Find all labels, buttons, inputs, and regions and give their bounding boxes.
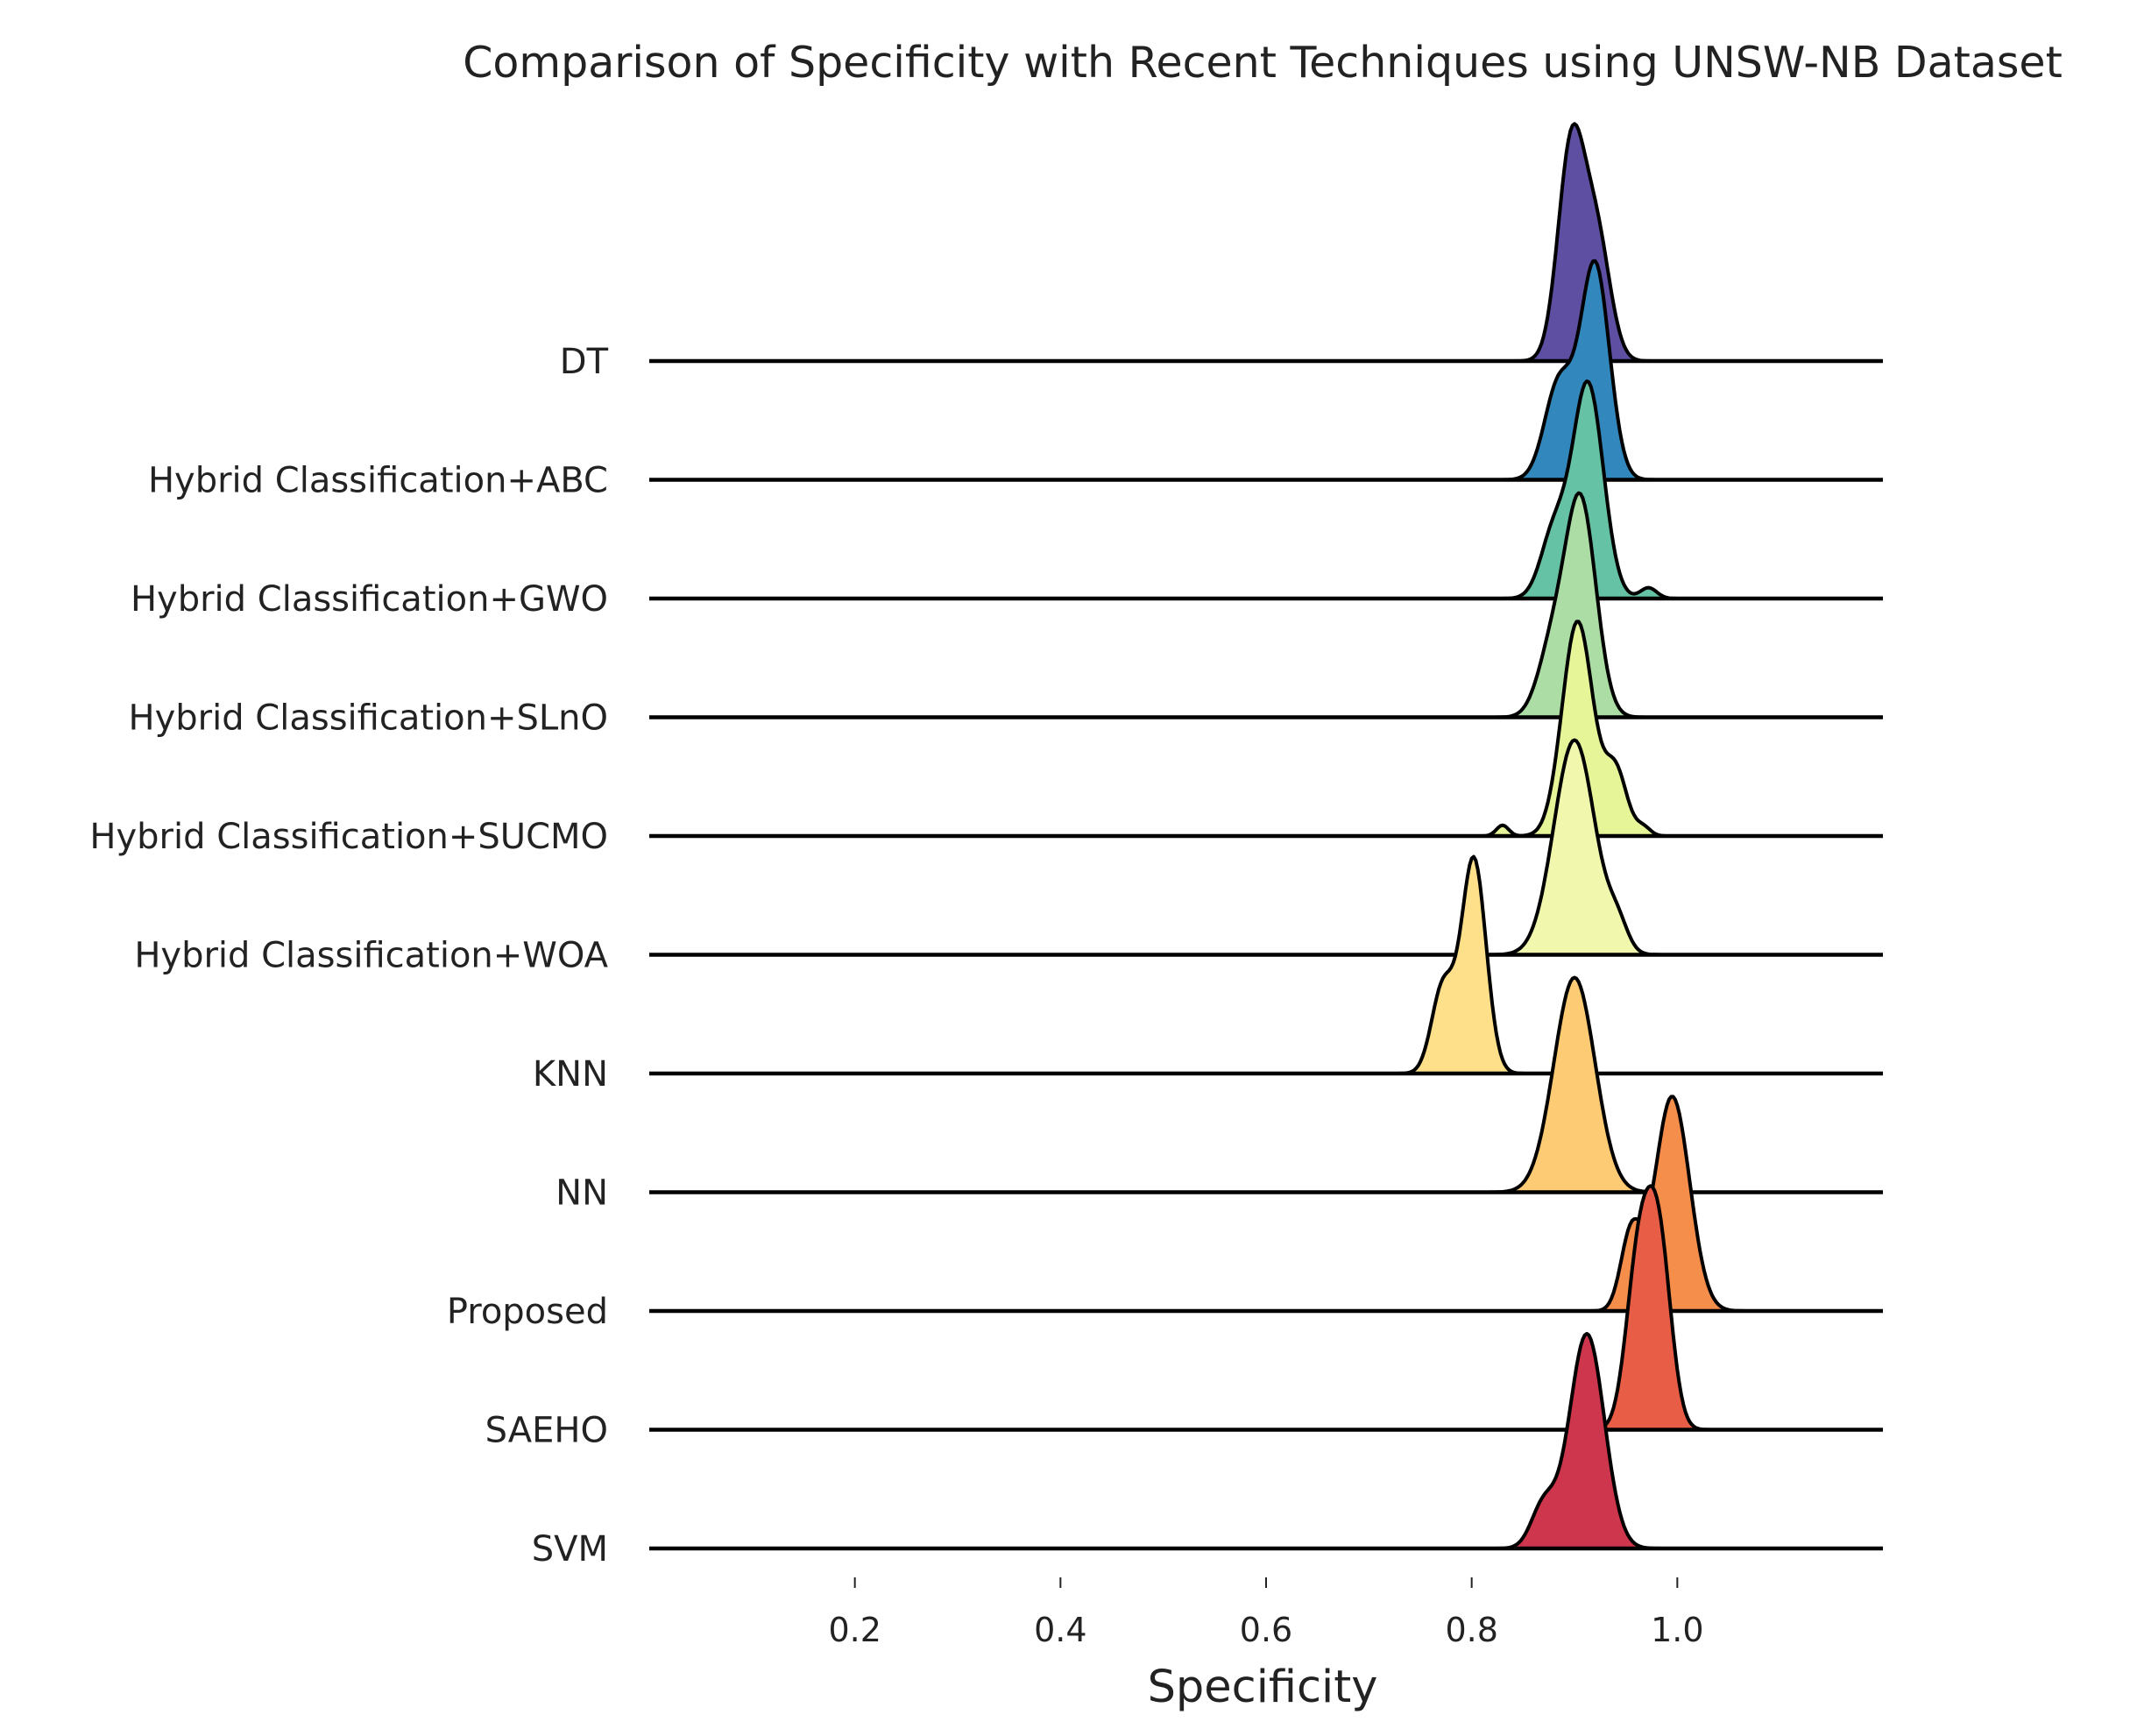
x-axis-label: Specificity <box>1148 1662 1378 1713</box>
category-label: Hybrid Classification+SUCMO <box>89 817 608 857</box>
ridge-outline <box>649 975 1883 1194</box>
chart-title: Comparison of Specificity with Recent Te… <box>463 38 2063 88</box>
ridge-svm: SVM <box>532 1331 1883 1569</box>
category-label: SVM <box>532 1529 608 1569</box>
category-label: Hybrid Classification+GWO <box>131 579 608 620</box>
ridge-hybrid-classification-woa: Hybrid Classification+WOA <box>134 738 1883 976</box>
category-label: KNN <box>533 1054 608 1095</box>
ridge-area <box>649 260 1883 480</box>
category-label: Hybrid Classification+SLnO <box>129 698 609 739</box>
ridge-proposed: Proposed <box>447 1095 1883 1332</box>
ridge-hybrid-classification-sucmo: Hybrid Classification+SUCMO <box>89 620 1883 857</box>
ridge-area <box>649 740 1883 955</box>
ridge-outline <box>649 259 1883 482</box>
ridge-outline <box>649 854 1883 1075</box>
ridge-outline <box>649 1331 1883 1550</box>
category-label: SAEHO <box>485 1411 608 1451</box>
ridge-outline <box>649 738 1883 957</box>
ridge-area <box>649 124 1883 362</box>
category-label: NN <box>555 1173 608 1214</box>
ridge-outline <box>649 620 1883 838</box>
ridge-outline <box>649 379 1883 600</box>
ridge-dt: DT <box>560 122 1883 382</box>
ridge-area <box>649 977 1883 1193</box>
x-tick-label: 0.2 <box>828 1611 881 1649</box>
ridge-area <box>649 1096 1883 1311</box>
category-label: Hybrid Classification+ABC <box>148 461 608 501</box>
ridge-area <box>649 1333 1883 1548</box>
x-tick-label: 1.0 <box>1651 1611 1703 1649</box>
x-tick-label: 0.4 <box>1034 1611 1086 1649</box>
ridge-area <box>649 856 1883 1073</box>
x-tick-label: 0.6 <box>1240 1611 1292 1649</box>
ridge-area <box>649 492 1883 718</box>
x-tick-label: 0.8 <box>1445 1611 1497 1649</box>
ridge-outline <box>649 122 1883 363</box>
ridge-area <box>649 621 1883 836</box>
ridge-outline <box>649 491 1883 719</box>
ridge-area <box>649 1186 1883 1430</box>
ridge-hybrid-classification-abc: Hybrid Classification+ABC <box>148 259 1883 501</box>
category-label: DT <box>560 342 609 382</box>
x-axis: 0.2 0.4 0.6 0.8 1.0 <box>828 1577 1704 1649</box>
category-label: Hybrid Classification+WOA <box>134 936 608 976</box>
ridges-group: DT Hybrid Classification+ABC Hybrid Classi… <box>89 122 1883 1569</box>
category-label: Proposed <box>447 1292 608 1332</box>
ridge-area <box>649 381 1883 599</box>
ridge-knn: KNN <box>533 854 1883 1095</box>
ridge-saeho: SAEHO <box>485 1184 1883 1451</box>
